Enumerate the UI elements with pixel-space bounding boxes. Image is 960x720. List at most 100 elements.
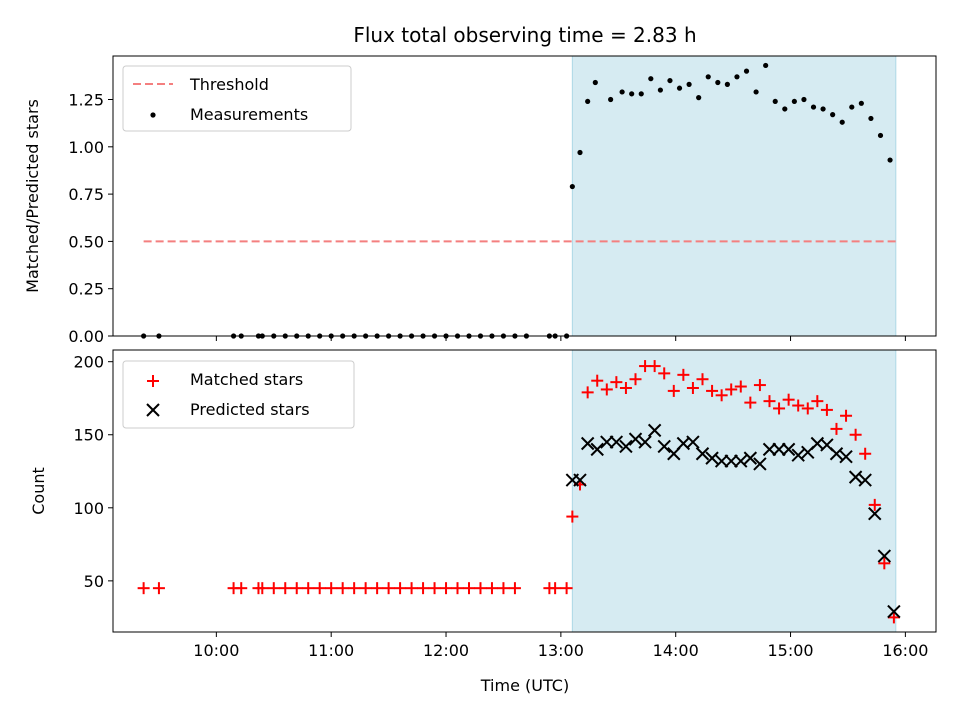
measurement-point [667, 77, 673, 84]
predicted-point [848, 470, 863, 484]
predicted-point [868, 506, 882, 521]
predicted-point [628, 432, 643, 446]
predicted-point [609, 435, 624, 449]
matched-point [677, 368, 690, 381]
matched-point [792, 399, 805, 412]
matched-point [302, 582, 315, 595]
x-tick-label: 16:00 [882, 641, 928, 660]
y-tick-label: 0.75 [68, 185, 104, 204]
measurement-point [629, 91, 635, 97]
predicted-point [839, 449, 853, 464]
matched-point [820, 403, 833, 416]
bottom-y-ticks: 50 100 150 200 [73, 353, 113, 591]
matched-point [878, 557, 891, 570]
measurement-point [839, 119, 845, 125]
x-tick-label: 13:00 [538, 641, 584, 660]
predicted-point [791, 448, 805, 462]
matched-point [497, 582, 510, 595]
measurement-point [791, 98, 797, 105]
matched-point [440, 582, 453, 595]
matched-point [417, 582, 430, 595]
matched-point [462, 582, 475, 595]
predicted-point [781, 442, 796, 457]
top-x-ticks [215, 336, 906, 341]
top-legend-box [122, 65, 352, 132]
matched-point [610, 376, 623, 389]
predicted-point [829, 447, 844, 461]
matched-point [715, 389, 728, 402]
predicted-stars-series [565, 423, 901, 619]
measurement-point [782, 106, 788, 112]
legend-matched-swatch [147, 375, 159, 387]
top-y-ticks: 0.00 0.25 0.50 0.75 1.00 1.25 [68, 91, 113, 346]
matched-point [658, 367, 671, 380]
predicted-point [724, 454, 738, 468]
predicted-point [590, 442, 604, 457]
legend-predicted-swatch [146, 403, 160, 417]
matched-point [801, 402, 814, 415]
measurement-point [569, 183, 575, 190]
predicted-point [877, 549, 892, 563]
measurement-point [705, 74, 711, 80]
measurement-point [724, 81, 730, 87]
matched-point [336, 582, 349, 595]
measurement-point [686, 81, 692, 87]
y-tick-label: 200 [73, 353, 104, 372]
matched-point [830, 422, 843, 435]
matched-point [359, 582, 372, 595]
y-tick-label: 100 [73, 499, 104, 518]
matched-point [508, 582, 521, 595]
predicted-point [686, 435, 700, 449]
matched-point [887, 611, 900, 624]
predicted-point [580, 436, 595, 451]
matched-point [279, 582, 292, 595]
measurement-point [877, 132, 884, 139]
matched-point [725, 383, 738, 396]
measurement-point [868, 115, 874, 122]
x-tick-label: 10:00 [193, 641, 239, 660]
matched-point [348, 582, 361, 595]
y-tick-label: 150 [73, 426, 104, 445]
matched-point [405, 582, 418, 595]
matched-point [428, 582, 441, 595]
top-legend: Threshold Measurements [122, 65, 352, 132]
measurement-point [676, 85, 683, 91]
matched-point [474, 582, 487, 595]
predicted-point [858, 473, 872, 487]
matched-point [849, 428, 862, 441]
measurement-point [619, 89, 625, 95]
measurement-point [648, 76, 654, 82]
matched-point [325, 582, 338, 595]
measurement-point [585, 98, 591, 105]
measurement-point [858, 100, 864, 106]
matched-point [734, 380, 747, 393]
matched-point [686, 381, 699, 394]
measurement-point [734, 74, 740, 80]
predicted-point [647, 423, 662, 438]
matched-point [267, 582, 280, 595]
y-tick-label: 0.00 [68, 327, 104, 346]
chart-title: Flux total observing time = 2.83 h [353, 23, 696, 47]
predicted-point [762, 442, 777, 457]
x-tick-label: 15:00 [767, 641, 813, 660]
predicted-point [638, 435, 652, 449]
matched-point [485, 582, 498, 595]
y-tick-label: 50 [84, 572, 104, 591]
y-tick-label: 0.25 [68, 280, 104, 299]
predicted-point [573, 473, 587, 487]
matched-point [591, 374, 604, 387]
matched-point [706, 384, 719, 397]
matched-point [290, 582, 303, 595]
matched-point [560, 582, 573, 595]
measurement-point [638, 91, 644, 97]
x-tick-label: 14:00 [653, 641, 699, 660]
legend-predicted-label: Predicted stars [190, 400, 310, 419]
measurement-point [608, 96, 614, 103]
predicted-point [600, 435, 614, 449]
measurement-point [743, 68, 750, 74]
matched-point [744, 396, 757, 409]
matched-point [773, 402, 786, 415]
matched-point [763, 395, 776, 408]
top-y-axis-label: Matched/Predicted stars [23, 99, 42, 293]
